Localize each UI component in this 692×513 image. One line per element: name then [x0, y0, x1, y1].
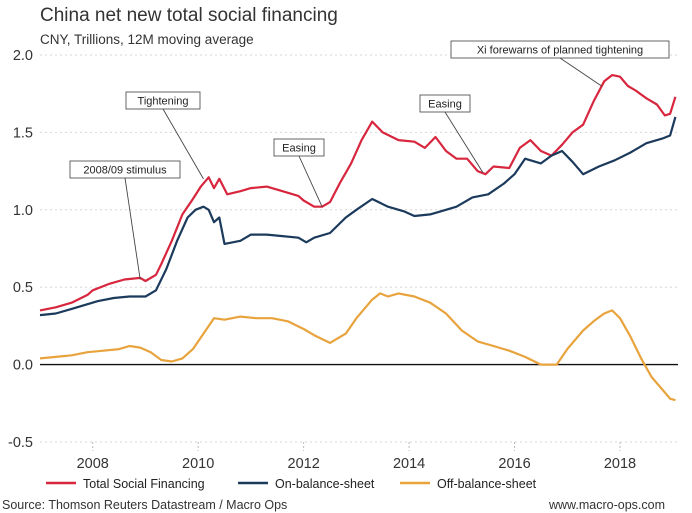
annotation-leader — [124, 177, 141, 280]
annotation-box — [69, 160, 181, 179]
series-group — [39, 74, 677, 402]
annotation-box — [450, 40, 670, 59]
series-line-off-balance-sheet — [39, 292, 676, 402]
x-tick-label: 2012 — [288, 456, 320, 472]
annotation: Tightening — [125, 91, 204, 180]
annotations: 2008/09 stimulus Tightening Easing Easing Xi… — [69, 40, 670, 280]
annotation-label: Xi forewarns of planned tightening — [477, 45, 643, 57]
annotation-label: Easing — [282, 143, 316, 155]
series-line-on-balance-sheet — [39, 116, 677, 317]
annotation-box — [125, 91, 201, 110]
source-note: Source: Thomson Reuters Datastream / Mac… — [2, 498, 287, 512]
annotation: 2008/09 stimulus — [69, 160, 181, 280]
y-tick-label: 1.5 — [13, 125, 33, 141]
annotation: Easing — [273, 138, 325, 207]
legend-label: Total Social Financing — [83, 477, 205, 491]
series-line-total-social-financing — [39, 74, 677, 312]
x-tick-label: 2018 — [604, 456, 636, 472]
website-note: www.macro-ops.com — [548, 498, 665, 512]
legend: Total Social Financing On-balance-sheet Of… — [46, 477, 537, 491]
annotation: Xi forewarns of planned tightening — [450, 40, 670, 87]
annotation-label: Easing — [428, 99, 462, 111]
legend-label: Off-balance-sheet — [437, 477, 537, 491]
y-tick-label: 2.0 — [13, 48, 33, 64]
legend-label: On-balance-sheet — [275, 477, 375, 491]
x-tick-label: 2014 — [393, 456, 425, 472]
annotation-leader — [559, 57, 602, 87]
y-tick-label: -0.5 — [8, 435, 33, 451]
chart-title: China net new total social financing — [40, 5, 338, 26]
x-tick-label: 2010 — [182, 456, 214, 472]
y-axis: 2.0 1.5 1.0 0.5 0.0 -0.5 — [8, 48, 33, 451]
annotation: Easing — [419, 94, 484, 173]
chart-subtitle: CNY, Trillions, 12M moving average — [40, 32, 254, 47]
annotation-leader — [444, 111, 484, 173]
annotation-box — [419, 94, 471, 113]
y-tick-label: 0.0 — [13, 358, 33, 374]
x-tick-label: 2016 — [498, 456, 530, 472]
annotation-label: Tightening — [138, 96, 189, 108]
x-tick-label: 2008 — [77, 456, 109, 472]
y-tick-label: 0.5 — [13, 280, 33, 296]
annotation-leader — [298, 155, 323, 207]
annotation-box — [273, 138, 325, 157]
y-tick-label: 1.0 — [13, 203, 33, 219]
annotation-leader — [162, 108, 204, 180]
annotation-label: 2008/09 stimulus — [83, 165, 167, 177]
x-axis: 2008 2010 2012 2014 2016 2018 — [77, 442, 636, 472]
